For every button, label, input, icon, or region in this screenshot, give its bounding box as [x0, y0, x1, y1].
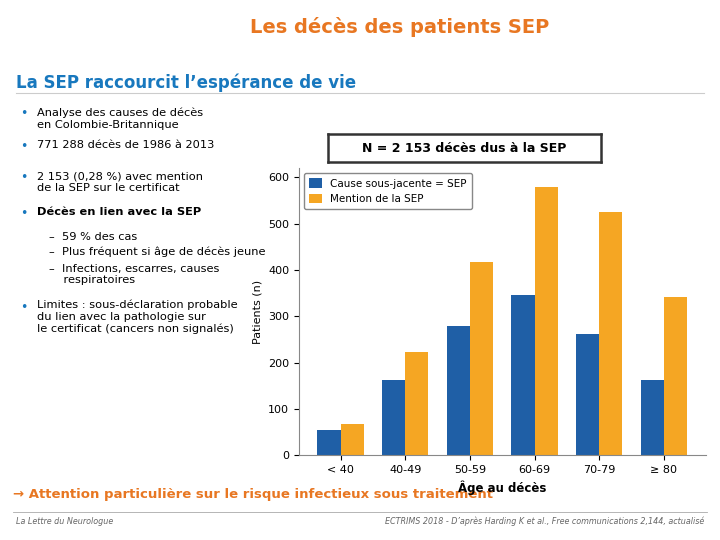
Bar	[641, 380, 664, 455]
Text: l’ECTRIMS 2018: l’ECTRIMS 2018	[13, 35, 130, 48]
Bar	[534, 187, 558, 455]
Text: Les décès des patients SEP: Les décès des patients SEP	[250, 17, 549, 37]
Text: •: •	[20, 107, 27, 120]
Text: Décès en lien avec la SEP: Décès en lien avec la SEP	[37, 207, 202, 218]
Text: •: •	[20, 207, 27, 220]
Text: La Lettre du Neurologue: La Lettre du Neurologue	[16, 517, 113, 526]
Text: •: •	[20, 140, 27, 153]
Text: •: •	[20, 171, 27, 184]
Bar	[470, 261, 493, 455]
Bar	[576, 334, 599, 455]
Bar	[446, 327, 470, 455]
Bar	[341, 424, 364, 455]
Text: N = 2 153 décès dus à la SEP: N = 2 153 décès dus à la SEP	[362, 142, 567, 155]
Text: 2 153 (0,28 %) avec mention
de la SEP sur le certificat: 2 153 (0,28 %) avec mention de la SEP su…	[37, 171, 204, 193]
Text: –  59 % des cas: – 59 % des cas	[49, 232, 138, 242]
Text: 771 288 décès de 1986 à 2013: 771 288 décès de 1986 à 2013	[37, 140, 215, 150]
Text: Limites : sous-déclaration probable
du lien avec la pathologie sur
le certificat: Limites : sous-déclaration probable du l…	[37, 300, 238, 334]
Legend: Cause sous-jacente = SEP, Mention de la SEP: Cause sous-jacente = SEP, Mention de la …	[304, 173, 472, 209]
Text: La SEP raccourcit l’espérance de vie: La SEP raccourcit l’espérance de vie	[16, 73, 356, 92]
Bar	[511, 295, 534, 455]
Text: –  Plus fréquent si âge de décès jeune: – Plus fréquent si âge de décès jeune	[49, 247, 266, 257]
Text: –  Infections, escarres, causes
    respiratoires: – Infections, escarres, causes respirato…	[49, 264, 220, 285]
Text: Analyse des causes de décès
en Colombie-Britannique: Analyse des causes de décès en Colombie-…	[37, 107, 204, 130]
Bar	[382, 380, 405, 455]
Text: → Attention particulière sur le risque infectieux sous traitement: → Attention particulière sur le risque i…	[13, 488, 493, 501]
X-axis label: Âge au décès: Âge au décès	[458, 481, 546, 495]
Bar	[405, 353, 428, 455]
Text: •: •	[20, 301, 27, 314]
Text: Les essentiels de: Les essentiels de	[13, 11, 84, 21]
Text: ECTRIMS 2018 - D’après Harding K et al., Free communications 2,144, actualisé: ECTRIMS 2018 - D’après Harding K et al.,…	[385, 517, 704, 526]
Bar	[599, 212, 623, 455]
Bar	[664, 297, 687, 455]
FancyBboxPatch shape	[90, 2, 706, 55]
Bar	[318, 430, 341, 455]
Y-axis label: Patients (n): Patients (n)	[253, 280, 262, 343]
Text: 26: 26	[696, 21, 713, 33]
